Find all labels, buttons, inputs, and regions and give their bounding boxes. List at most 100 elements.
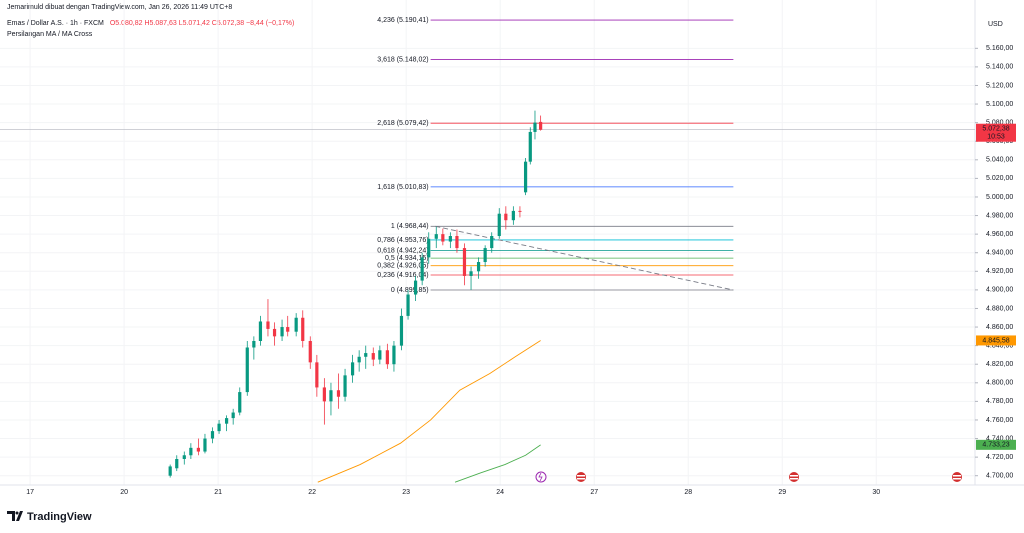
- candle-body: [385, 350, 389, 365]
- x-tick-label: 22: [308, 489, 316, 496]
- candle-body: [280, 327, 284, 337]
- fib-label: 1,618 (5.010,83): [377, 184, 428, 191]
- y-tick-label: 5.040,00: [986, 157, 1013, 164]
- candle-body: [238, 392, 242, 413]
- price-tag-label: 4.845,58: [982, 337, 1009, 344]
- candle-body: [518, 210, 522, 212]
- candle-body: [497, 213, 501, 236]
- x-tick-label: 21: [214, 489, 222, 496]
- y-tick-label: 5.140,00: [986, 64, 1013, 71]
- candle-body: [523, 161, 528, 193]
- logo-text: TradingView: [27, 511, 92, 523]
- candle-body: [294, 317, 298, 332]
- y-tick-label: 5.080,00: [986, 119, 1013, 126]
- candle-body: [511, 210, 515, 221]
- candle-body: [168, 466, 172, 476]
- fib-label: 0,786 (4.953,76): [377, 237, 428, 244]
- candle-body: [413, 280, 418, 295]
- y-tick-label: 4.960,00: [986, 231, 1013, 238]
- candle-body: [308, 340, 312, 363]
- candle-body: [224, 418, 229, 424]
- candle-body: [182, 455, 186, 459]
- y-tick-label: 5.100,00: [986, 101, 1013, 108]
- candle-body: [490, 235, 494, 249]
- watermark: Jemarimuld dibuat dengan TradingView.com…: [7, 4, 233, 11]
- y-tick-label: 4.900,00: [986, 287, 1013, 294]
- price-tag: [976, 335, 1016, 346]
- candle-body: [336, 390, 341, 397]
- candle-body: [434, 234, 438, 239]
- fib-label: 0,618 (4.942,24): [377, 247, 428, 254]
- price-tag-label: 4.733,23: [982, 442, 1009, 449]
- candle-body: [528, 131, 532, 162]
- candle-body: [378, 350, 382, 360]
- candle-body: [476, 262, 481, 272]
- symbol-line: Emas / Dollar A.S. · 1h · FXCM O5.080,82…: [7, 20, 294, 27]
- candle-body: [539, 121, 543, 130]
- y-tick-label: 4.800,00: [986, 380, 1013, 387]
- event-flag[interactable]: [789, 472, 799, 482]
- fib-label: 4,236 (5.190,41): [377, 17, 428, 24]
- candle-body: [210, 431, 215, 439]
- indicator-name: Persilangan MA / MA Cross: [7, 31, 93, 38]
- fib-label: 0,236 (4.916,04): [377, 272, 428, 279]
- y-tick-label: 4.740,00: [986, 435, 1013, 442]
- candle-body: [441, 234, 445, 242]
- fib-label: 0,382 (4.926,05): [377, 263, 428, 270]
- candle-body: [322, 387, 326, 402]
- y-tick-label: 4.860,00: [986, 324, 1013, 331]
- candle-body: [272, 328, 277, 337]
- symbol: Emas / Dollar A.S. · 1h · FXCM: [7, 20, 104, 27]
- plot-area: [0, 0, 975, 485]
- y-tick-label: 5.120,00: [986, 82, 1013, 89]
- countdown: 10:53: [987, 134, 1005, 141]
- x-tick-label: 30: [872, 489, 880, 496]
- candle-body: [504, 213, 508, 221]
- event-icon-glyph: [538, 472, 543, 482]
- logo[interactable]: TradingView: [7, 511, 92, 523]
- candle-body: [455, 235, 459, 249]
- candle-body: [343, 375, 347, 397]
- price-tag-label: 5.072,38: [982, 126, 1009, 133]
- candle-body: [286, 327, 290, 332]
- candle-body: [315, 362, 319, 388]
- price-tag: [976, 123, 1016, 142]
- candle-body: [371, 353, 375, 360]
- moving-average: [454, 444, 541, 483]
- x-tick-label: 27: [590, 489, 598, 496]
- candle-body: [406, 294, 410, 316]
- y-tick-label: 4.760,00: [986, 417, 1013, 424]
- event-flag[interactable]: [576, 472, 586, 482]
- ohlc: O5.080,82 H5.087,63 L5.071,42 C5.072,38 …: [109, 20, 295, 27]
- fib-label: 3,618 (5.148,02): [377, 56, 428, 63]
- y-tick-label: 4.780,00: [986, 398, 1013, 405]
- candle-body: [217, 423, 221, 432]
- candle-body: [245, 347, 249, 393]
- x-tick-label: 20: [120, 489, 128, 496]
- fib-label: 0,5 (4.934,15): [385, 255, 429, 262]
- x-tick-label: 23: [402, 489, 410, 496]
- candle-body: [364, 353, 368, 357]
- x-tick-label: 24: [496, 489, 504, 496]
- candle-body: [420, 257, 424, 281]
- y-tick-label: 4.980,00: [986, 212, 1013, 219]
- y-tick-label: 4.840,00: [986, 342, 1013, 349]
- y-tick-label: 4.720,00: [986, 454, 1013, 461]
- y-tick-label: 4.920,00: [986, 268, 1013, 275]
- event-icon[interactable]: [535, 471, 547, 483]
- x-tick-label: 17: [26, 489, 34, 496]
- candle-body: [175, 458, 179, 469]
- candle-body: [462, 248, 467, 276]
- event-flag[interactable]: [952, 472, 962, 482]
- candle-body: [196, 447, 200, 452]
- candle-body: [231, 412, 235, 419]
- candle-body: [357, 356, 361, 363]
- candle-body: [258, 321, 263, 341]
- fib-label: 1 (4.968,44): [391, 223, 429, 230]
- fib-label: 2,618 (5.079,42): [377, 120, 428, 127]
- y-tick-label: 4.940,00: [986, 250, 1013, 257]
- fib-label: 0 (4.899,85): [391, 287, 429, 294]
- candle-body: [301, 317, 305, 341]
